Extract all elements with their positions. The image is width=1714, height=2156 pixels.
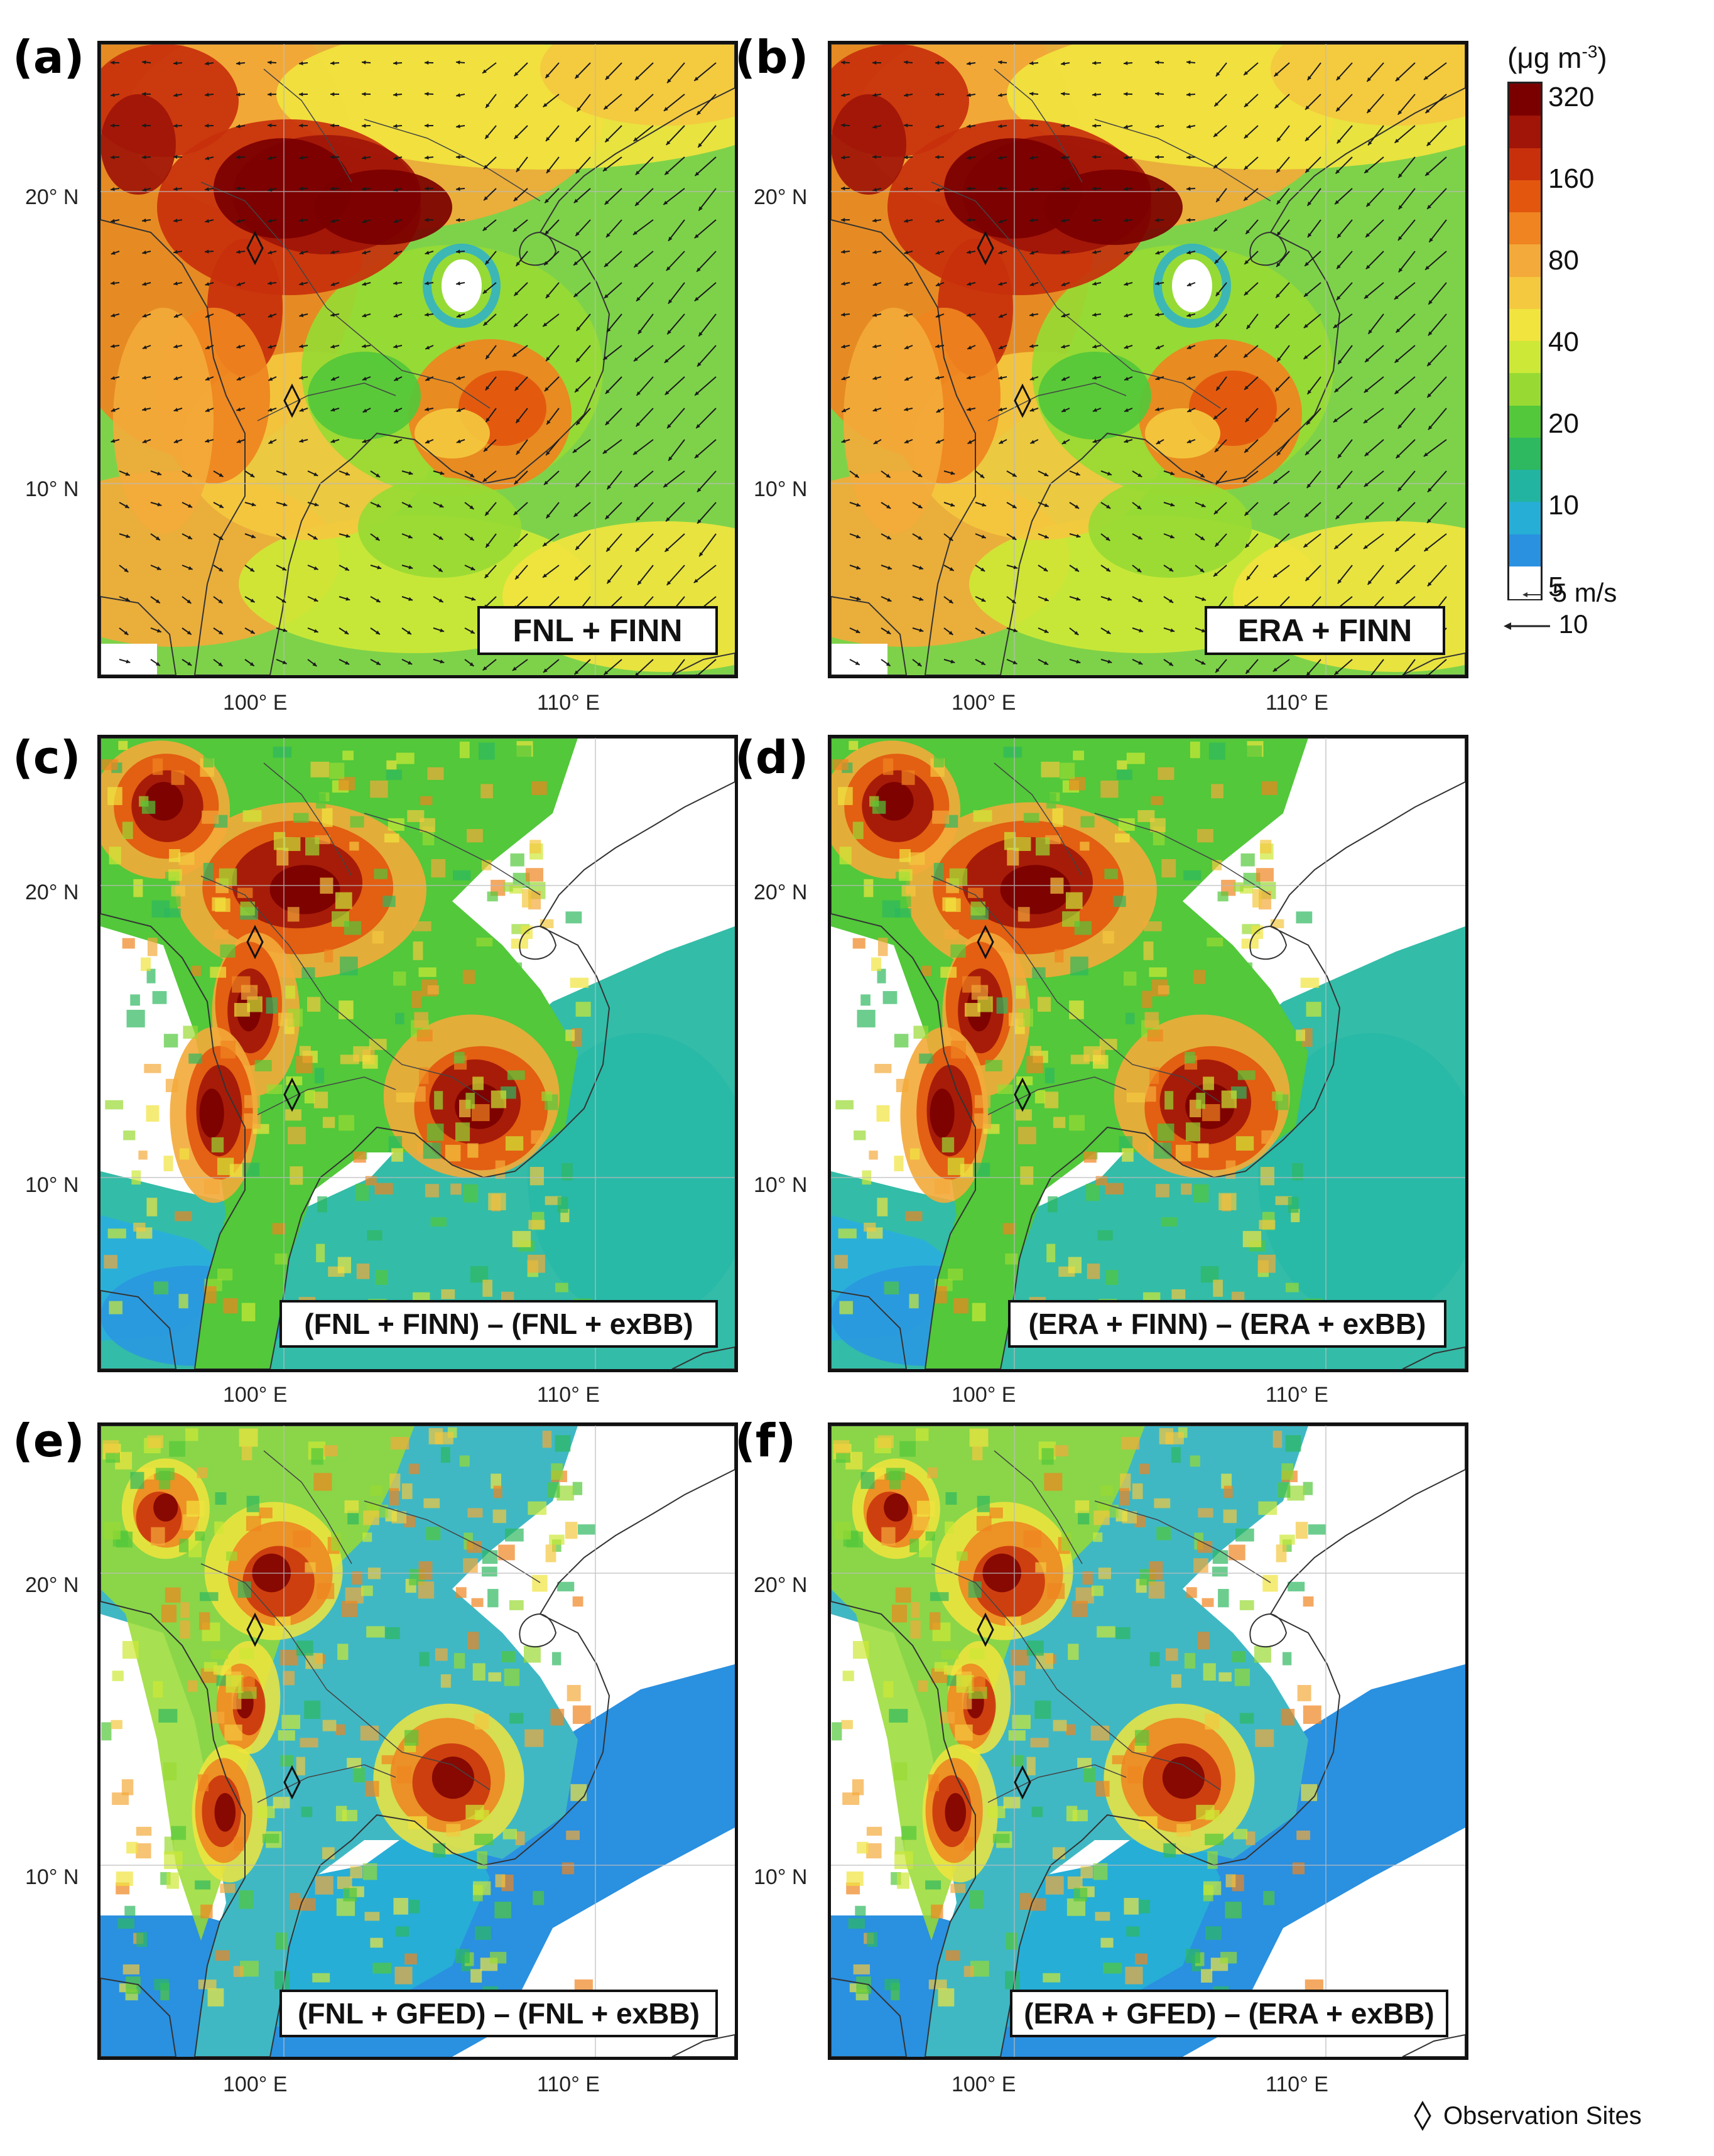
map-frame — [828, 1422, 1468, 2060]
colorbar-segment — [1509, 437, 1541, 470]
panel-e: (e) (FNL + GFED) – (FNL + exBB) — [0, 1388, 754, 2085]
lat-label-20n: 20° N — [25, 1573, 79, 1597]
panel-letter: (e) — [13, 1414, 85, 1467]
lon-label-100e: 100° E — [223, 691, 288, 715]
wind-arrow-icon — [1522, 592, 1543, 597]
colorbar-tick-label: 320 — [1548, 82, 1595, 112]
wind-reference-5: 5 m/s — [1507, 578, 1617, 608]
panel-f: (f) (ERA + GFED) – (ERA + exBB) — [735, 1388, 1489, 2085]
colorbar-segment — [1509, 84, 1541, 116]
map-frame — [828, 41, 1468, 678]
lat-label-20n: 20° N — [754, 185, 808, 209]
map-frame — [97, 1422, 738, 2060]
lon-label-110e: 110° E — [1266, 691, 1328, 715]
panel-letter: (d) — [735, 731, 809, 784]
colorbar-segment — [1509, 244, 1541, 277]
colorbar-unit: (μg m-3) — [1507, 41, 1607, 74]
colorbar-segment — [1509, 308, 1541, 342]
map-frame — [97, 735, 738, 1372]
colorbar-segment — [1509, 470, 1541, 502]
map-frame — [828, 735, 1468, 1372]
colorbar-segment — [1509, 180, 1541, 213]
lat-label-10n: 10° N — [25, 1865, 79, 1889]
scenario-label: (ERA + FINN) – (ERA + exBB) — [1008, 1300, 1446, 1348]
lat-label-10n: 10° N — [25, 477, 79, 501]
lat-label-20n: 20° N — [25, 880, 79, 904]
lat-label-20n: 20° N — [25, 185, 79, 209]
colorbar-tick-label: 80 — [1548, 245, 1579, 276]
colorbar-segment — [1509, 212, 1541, 245]
colorbar-segment — [1509, 373, 1541, 406]
lat-label-10n: 10° N — [754, 1173, 808, 1197]
map-frame — [97, 41, 738, 678]
scenario-label: (ERA + GFED) – (ERA + exBB) — [1010, 1990, 1448, 2037]
colorbar-segment — [1509, 341, 1541, 374]
colorbar-tick-label: 10 — [1548, 490, 1579, 521]
colorbar-tick-label: 160 — [1548, 163, 1595, 194]
lon-label-100e: 100° E — [952, 691, 1016, 715]
lon-label-100e: 100° E — [952, 1383, 1016, 1407]
colorbar-tick-label: 5 — [1548, 572, 1564, 602]
scenario-label: FNL + FINN — [477, 606, 718, 655]
wind-arrow-icon — [1504, 622, 1550, 630]
colorbar — [1507, 82, 1543, 600]
colorbar-tick-label: 20 — [1548, 408, 1579, 439]
lon-label-110e: 110° E — [1266, 2072, 1328, 2096]
lat-label-20n: 20° N — [754, 1573, 808, 1597]
lat-label-20n: 20° N — [754, 880, 808, 904]
lon-label-100e: 100° E — [223, 1383, 288, 1407]
colorbar-segment — [1509, 148, 1541, 181]
map-image — [831, 44, 1465, 675]
panel-a: (a) FNL + FINN — [0, 0, 754, 691]
diamond-icon — [1414, 2101, 1431, 2131]
panel-d: (d) (ERA + FINN) – (ERA + exBB) — [735, 691, 1489, 1388]
panel-c: (c) (FNL + FINN) – (FNL + exBB) — [0, 691, 754, 1388]
scenario-label: (FNL + GFED) – (FNL + exBB) — [279, 1990, 718, 2037]
colorbar-segment — [1509, 566, 1541, 599]
colorbar-segment — [1509, 405, 1541, 438]
panel-letter: (a) — [13, 31, 85, 84]
lon-label-110e: 110° E — [537, 2072, 600, 2096]
colorbar-segment — [1509, 502, 1541, 534]
lon-label-100e: 100° E — [223, 2072, 288, 2096]
lon-label-100e: 100° E — [952, 2072, 1016, 2096]
colorbar-legend: (μg m-3) 320 160 80 40 20 10 5 5 m/s 10 — [1495, 38, 1708, 666]
wind-reference-10: 10 — [1501, 609, 1588, 639]
map-image — [100, 1426, 735, 2057]
colorbar-tick-label: 40 — [1548, 327, 1579, 357]
panel-letter: (b) — [735, 31, 809, 84]
observation-sites-legend: Observation Sites — [1413, 2101, 1642, 2131]
panel-letter: (c) — [13, 731, 81, 784]
colorbar-segment — [1509, 116, 1541, 148]
lat-label-10n: 10° N — [754, 477, 808, 501]
map-image — [100, 738, 735, 1369]
lon-label-110e: 110° E — [537, 691, 600, 715]
lon-label-110e: 110° E — [537, 1383, 600, 1407]
map-image — [831, 738, 1465, 1369]
scenario-label: ERA + FINN — [1205, 606, 1445, 655]
lon-label-110e: 110° E — [1266, 1383, 1328, 1407]
scenario-label: (FNL + FINN) – (FNL + exBB) — [279, 1300, 718, 1348]
map-image — [831, 1426, 1465, 2057]
panel-letter: (f) — [735, 1414, 796, 1467]
lat-label-10n: 10° N — [754, 1865, 808, 1889]
map-image — [100, 44, 735, 675]
colorbar-segment — [1509, 276, 1541, 310]
colorbar-segment — [1509, 534, 1541, 567]
lat-label-10n: 10° N — [25, 1173, 79, 1197]
panel-b: (b) ERA + FINN — [735, 0, 1489, 691]
